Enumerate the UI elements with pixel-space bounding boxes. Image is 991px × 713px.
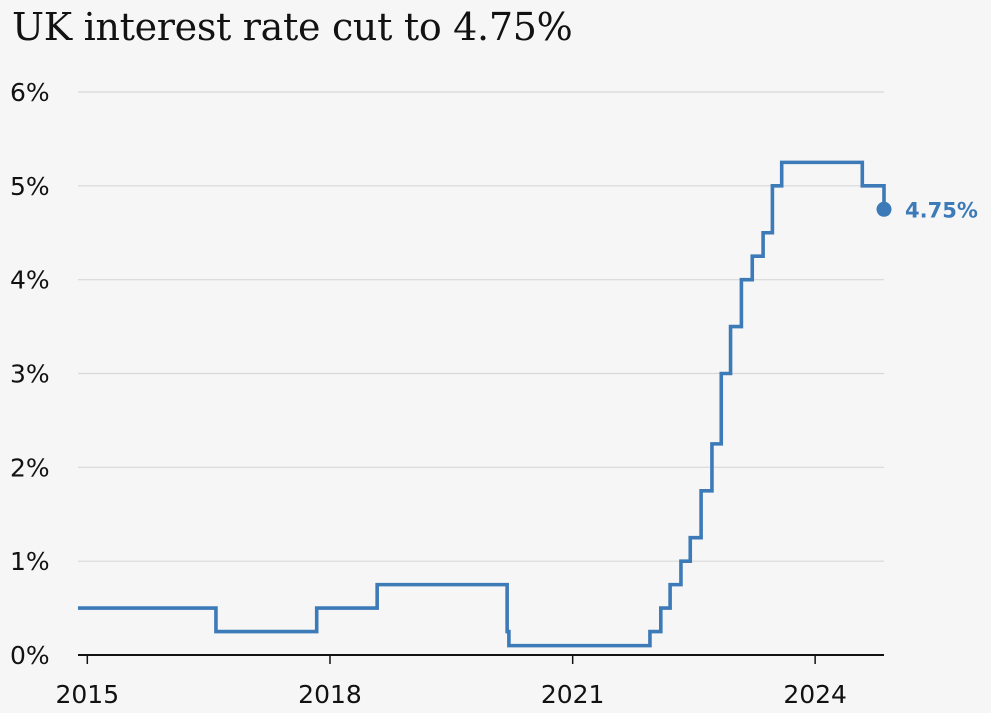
x-tick-label: 2021 xyxy=(541,680,605,709)
y-tick-label: 3% xyxy=(10,360,50,389)
series-line xyxy=(78,160,886,648)
y-tick-label: 4% xyxy=(10,266,50,295)
annotation-layer: 4.75% xyxy=(876,198,978,222)
y-tick-label: 6% xyxy=(10,78,50,107)
series-layer xyxy=(78,160,886,648)
x-tick-label: 2018 xyxy=(298,680,362,709)
y-tick-label: 2% xyxy=(10,453,50,482)
y-tick-label: 0% xyxy=(10,641,50,670)
chart-title: UK interest rate cut to 4.75% xyxy=(12,5,573,49)
grid-lines xyxy=(78,91,884,562)
x-tick-label: 2015 xyxy=(55,680,119,709)
y-axis-labels: 0% 1% 2% 3% 4% 5% 6% xyxy=(10,78,50,670)
end-value-label: 4.75% xyxy=(905,198,978,222)
y-tick-label: 1% xyxy=(10,547,50,576)
x-tick-label: 2024 xyxy=(783,680,847,709)
y-tick-label: 5% xyxy=(10,172,50,201)
x-axis: 2015 2018 2021 2024 xyxy=(55,654,884,709)
end-point-marker xyxy=(876,201,892,217)
